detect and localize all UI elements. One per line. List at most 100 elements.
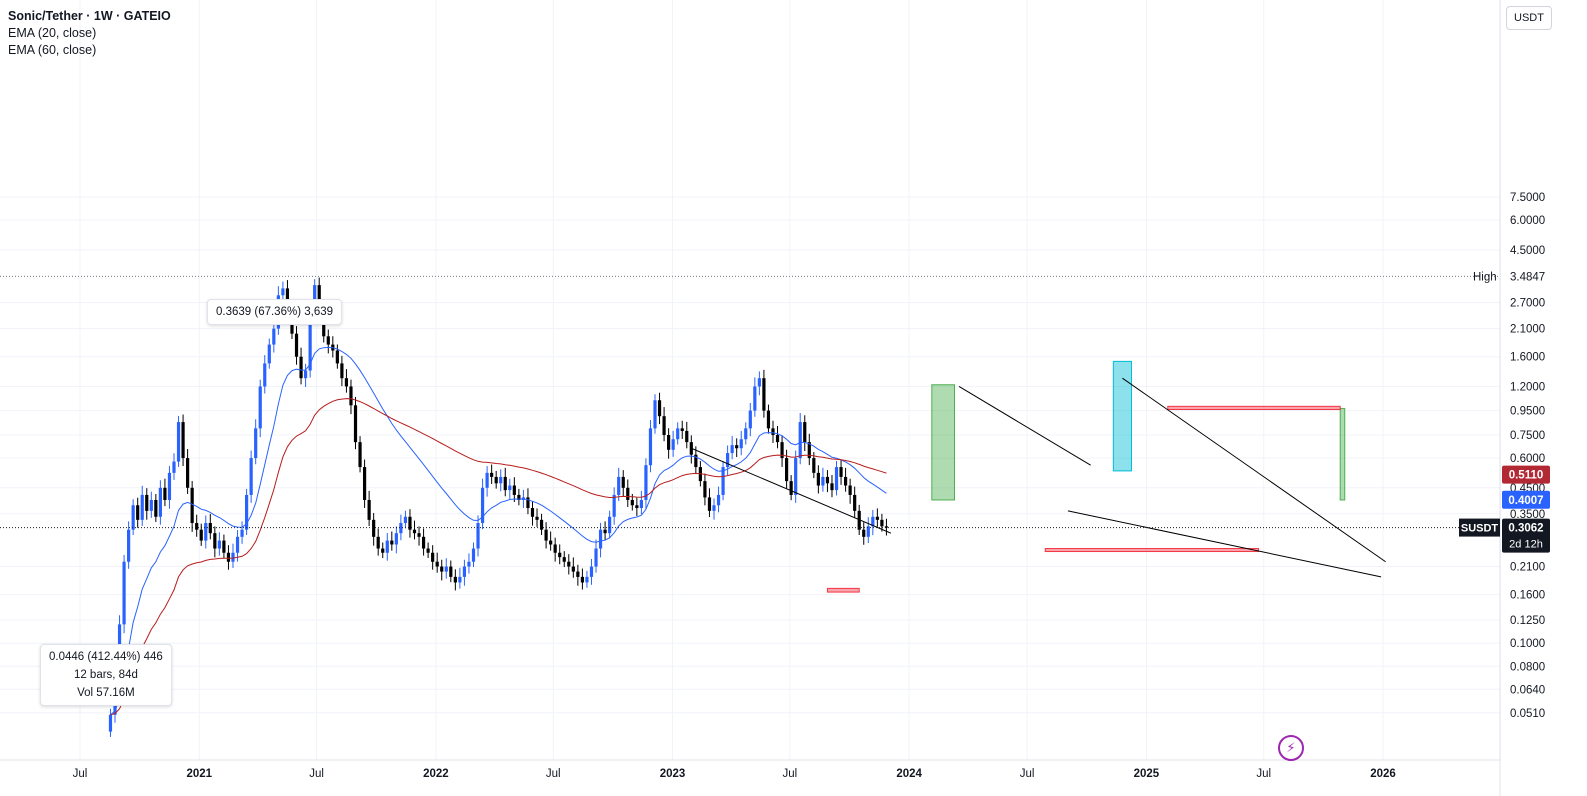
measure-1-line2: 12 bars, 84d [73, 669, 138, 681]
candle-body [213, 533, 217, 549]
candle-body [730, 445, 734, 454]
candle-body [757, 378, 761, 387]
x-tick-label: Jul [546, 768, 561, 780]
candle-body [385, 540, 389, 553]
candle-body [598, 529, 603, 549]
candle-body [726, 453, 730, 468]
candle-body [530, 508, 535, 517]
y-tick-label: 4.5000 [1510, 245, 1545, 257]
candle-body [403, 516, 408, 524]
candle-body [272, 328, 276, 345]
candle-body [240, 529, 244, 537]
y-tick-label: 2.1000 [1510, 324, 1545, 336]
candle-body [490, 472, 494, 477]
candle-body [712, 505, 716, 511]
candle-body [694, 454, 698, 468]
y-tick-label: 0.1000 [1510, 638, 1545, 650]
y-tick-label: 0.1600 [1510, 590, 1545, 602]
measure-tooltip-1: 0.0446 (412.44%) 446 12 bars, 84d Vol 57… [40, 644, 172, 706]
candle-body [762, 378, 766, 411]
candle-body [267, 344, 271, 364]
candle-body [499, 476, 503, 484]
measure-1-line3: Vol 57.16M [77, 687, 135, 699]
y-tick-label: 0.1250 [1510, 615, 1545, 627]
last-price-value: 0.3062 [1508, 523, 1543, 535]
trendline-8 [1122, 377, 1386, 563]
y-tick-label: 0.6000 [1510, 453, 1545, 465]
candle-body [603, 529, 607, 534]
candle-body [644, 465, 648, 500]
candle-body [662, 416, 666, 436]
chart-legend: Sonic/Tether · 1W · GATEIO EMA (20, clos… [8, 8, 171, 59]
candle-body [839, 467, 843, 477]
candle-body [163, 487, 167, 500]
x-tick-label: Jul [309, 768, 324, 780]
candle-body [816, 472, 820, 486]
ema60-line [110, 398, 887, 716]
y-tick-label: 2.7000 [1510, 298, 1545, 310]
y-tick-label: 7.5000 [1510, 192, 1545, 204]
candle-body [412, 529, 417, 534]
candle-body [853, 494, 857, 511]
candle-body [340, 363, 344, 379]
candle-body [667, 435, 671, 450]
measure-2-line1: 0.3639 (67.36%) 3,639 [216, 306, 334, 318]
candle-body [367, 499, 371, 520]
candle-body [249, 458, 253, 495]
y-tick-label: 0.0800 [1510, 661, 1545, 673]
candle-body [122, 561, 126, 625]
candle-body [834, 467, 839, 491]
candle-body [176, 422, 181, 462]
candle-body [440, 566, 444, 572]
candle-body [716, 494, 721, 506]
candle-body [508, 485, 512, 491]
ema60-legend[interactable]: EMA (60, close) [8, 43, 97, 57]
ema20-legend[interactable]: EMA (20, close) [8, 26, 97, 40]
candle-body [140, 494, 144, 520]
candle-body [857, 510, 861, 530]
candle-body [798, 422, 802, 459]
candle-body [789, 481, 793, 495]
measure-1-line1: 0.0446 (412.44%) 446 [49, 651, 163, 663]
candle-body [186, 458, 190, 488]
candle-body [294, 333, 299, 357]
candle-body [671, 439, 675, 450]
x-tick-label: 2026 [1370, 768, 1396, 780]
candle-body [884, 526, 889, 528]
candle-body [195, 523, 199, 530]
candle-body [494, 476, 498, 484]
y-tick-label: 0.7500 [1510, 430, 1545, 442]
candle-body [517, 494, 521, 500]
candle-body [394, 533, 398, 545]
candle-body [630, 499, 634, 506]
candle-body [349, 386, 353, 406]
candle-body [426, 548, 430, 553]
price-label-bg-1 [1502, 490, 1550, 509]
candle-body [308, 319, 312, 371]
currency-unit-button[interactable]: USDT [1506, 6, 1552, 30]
candle-body [408, 516, 412, 530]
x-tick-label: Jul [782, 768, 797, 780]
candle-body [431, 552, 435, 562]
candle-body [358, 442, 362, 468]
candle-body [222, 540, 226, 553]
price-label-0: 0.5110 [1509, 470, 1544, 482]
symbol-title: Sonic/Tether · 1W · GATEIO [8, 9, 171, 23]
x-tick-label: 2023 [660, 768, 686, 780]
candle-body [612, 494, 616, 517]
candle-body [626, 487, 630, 500]
candle-body [158, 487, 162, 517]
candle-body [131, 505, 135, 530]
candle-body [281, 288, 285, 296]
x-tick-label: Jul [1020, 768, 1035, 780]
candle-body [775, 435, 780, 443]
candle-body [585, 576, 589, 583]
annotation-box-2 [1339, 407, 1346, 501]
candle-body [780, 442, 784, 459]
candle-body [372, 519, 376, 537]
candle-body [848, 485, 852, 495]
candle-body [254, 428, 258, 459]
candle-body [739, 439, 743, 449]
x-tick-label: 2025 [1134, 768, 1160, 780]
